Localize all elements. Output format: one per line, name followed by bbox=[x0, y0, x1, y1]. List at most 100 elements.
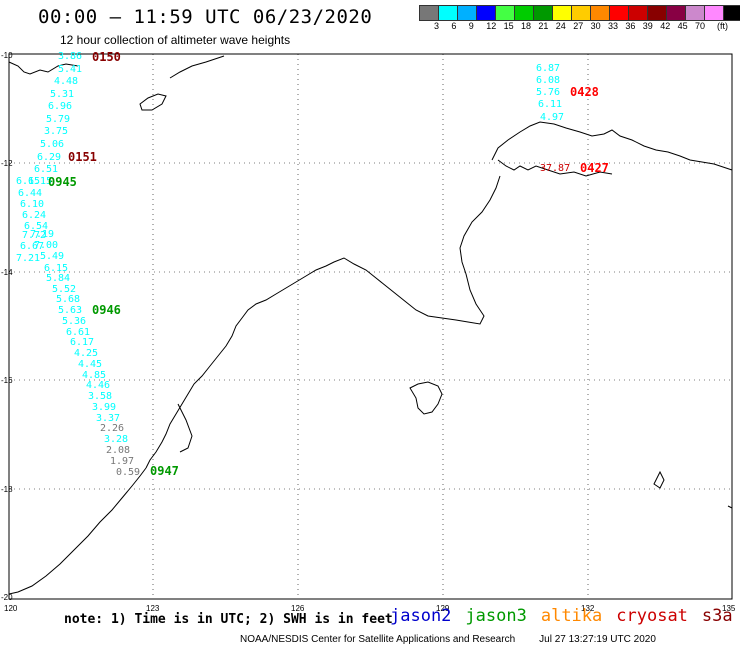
satellite-jason3: jason3 bbox=[465, 606, 527, 626]
legend-label: 39 bbox=[642, 21, 653, 31]
wave-height-value: 6.87 bbox=[536, 63, 560, 74]
wave-height-value: 5.84 bbox=[46, 273, 70, 284]
legend-label: 3 bbox=[434, 21, 440, 31]
lon-tick: 129 bbox=[436, 604, 450, 613]
wave-height-value: 3.58 bbox=[88, 391, 112, 402]
pass-time-labels: 0150 0151 0945 0946 0947 0428 0427 bbox=[48, 50, 609, 478]
wave-height-value: 6.44 bbox=[18, 188, 42, 199]
wave-height-value: 2.08 bbox=[106, 445, 130, 456]
legend-label: 45 bbox=[677, 21, 688, 31]
legend-swatch bbox=[723, 5, 740, 21]
pass-time-label: 0428 bbox=[570, 85, 599, 99]
pass-time-label: 0151 bbox=[68, 150, 97, 164]
pass-time-label: 0946 bbox=[92, 303, 121, 317]
wave-height-value: 7.00 bbox=[34, 240, 58, 251]
wave-height-value: 6.10 bbox=[20, 199, 44, 210]
wave-height-value: 5.76 bbox=[536, 87, 560, 98]
wave-height-value: 6.11 bbox=[538, 99, 562, 110]
footer: NOAA/NESDIS Center for Satellite Applica… bbox=[240, 634, 656, 645]
note-text: note: 1) Time is in UTC; 2) SWH is in fe… bbox=[64, 612, 393, 627]
legend-label: 6 bbox=[451, 21, 457, 31]
graticule bbox=[9, 54, 732, 599]
wave-height-samples: 3.86 5.414.48 5.316.96 5.793.75 5.06 6.296.51… bbox=[16, 51, 570, 478]
wave-height-value: 6.15 bbox=[28, 176, 52, 187]
satellite-cryosat: cryosat bbox=[616, 606, 688, 626]
wave-height-value: 4.97 bbox=[540, 112, 564, 123]
legend-label: 15 bbox=[503, 21, 514, 31]
wave-height-value: 5.06 bbox=[40, 139, 64, 150]
wave-height-value: 4.48 bbox=[54, 76, 78, 87]
footer-date: Jul 27 13:27:19 UTC 2020 bbox=[539, 634, 656, 645]
wave-height-value: 5.68 bbox=[56, 294, 80, 305]
pass-time-label: 0427 bbox=[580, 161, 609, 175]
wave-height-value: 37.87 bbox=[540, 163, 570, 174]
wave-height-value: 7.21 bbox=[16, 253, 40, 264]
color-legend bbox=[419, 5, 740, 21]
legend-label: 30 bbox=[590, 21, 601, 31]
lat-tick: -10 bbox=[1, 51, 13, 60]
wave-height-value: 4.85 bbox=[82, 370, 106, 381]
wave-height-value: 5.63 bbox=[58, 305, 82, 316]
wave-height-value: 1.97 bbox=[110, 456, 134, 467]
wave-height-value: 7.19 bbox=[30, 229, 54, 240]
wave-height-value: 6.54 bbox=[24, 221, 48, 232]
satellite-jason2: jason2 bbox=[390, 606, 452, 626]
wave-height-value: 3.75 bbox=[44, 126, 68, 137]
lat-tick: -12 bbox=[1, 159, 13, 168]
legend-label: 36 bbox=[625, 21, 636, 31]
map-frame bbox=[8, 53, 733, 600]
wave-height-value: 5.31 bbox=[50, 89, 74, 100]
wave-height-value: 4.25 bbox=[74, 348, 98, 359]
wave-height-value: 5.49 bbox=[40, 251, 64, 262]
wave-height-value: 2.26 bbox=[100, 423, 124, 434]
pass-time-label: 0150 bbox=[92, 50, 121, 64]
satellite-altika: altika bbox=[540, 606, 603, 626]
wave-height-value: 7.72 bbox=[22, 230, 46, 241]
lon-axis: 120 123 126 129 132 135 bbox=[4, 604, 736, 613]
wave-height-value: 3.86 bbox=[58, 51, 82, 62]
lon-tick: 123 bbox=[146, 604, 160, 613]
legend-label: 33 bbox=[608, 21, 619, 31]
wave-height-value: 6.08 bbox=[536, 75, 560, 86]
wave-height-value: 6.24 bbox=[22, 210, 46, 221]
page-subtitle: 12 hour collection of altimeter wave hei… bbox=[60, 33, 291, 47]
legend-label: 18 bbox=[521, 21, 532, 31]
lat-tick: -14 bbox=[1, 268, 13, 277]
legend-label: 24 bbox=[555, 21, 566, 31]
wave-height-value: 5.79 bbox=[46, 114, 70, 125]
pass-time-label: 0945 bbox=[48, 175, 77, 189]
legend-label: 42 bbox=[660, 21, 671, 31]
satellite-legend: jason2 jason3 altika cryosat s3a bbox=[390, 606, 740, 626]
wave-height-value: 4.45 bbox=[78, 359, 102, 370]
wave-height-value: 6.17 bbox=[70, 337, 94, 348]
legend-units: (ft) bbox=[717, 21, 728, 31]
wave-height-value: 0.59 bbox=[116, 467, 140, 478]
wave-height-value: 5.41 bbox=[58, 64, 82, 75]
page-title: 00:00 — 11:59 UTC 06/23/2020 bbox=[38, 6, 373, 28]
lon-tick: 132 bbox=[581, 604, 595, 613]
coastline bbox=[8, 55, 733, 595]
legend-labels: 3 6 9 12 15 18 21 24 27 30 33 36 39 42 45 70 bbox=[420, 21, 740, 33]
lat-axis: -10 -12 -14 -16 -18 -20 bbox=[1, 51, 13, 602]
legend-label: 12 bbox=[486, 21, 497, 31]
wave-height-value: 3.37 bbox=[96, 413, 120, 424]
satellite-s3a: s3a bbox=[701, 606, 733, 626]
footer-org: NOAA/NESDIS Center for Satellite Applica… bbox=[240, 634, 516, 645]
lat-tick: -16 bbox=[1, 376, 13, 385]
wave-height-value: 6.67 bbox=[20, 241, 44, 252]
wave-height-value: 4.46 bbox=[86, 380, 110, 391]
wave-height-value: 6.96 bbox=[48, 101, 72, 112]
pass-time-label: 0947 bbox=[150, 464, 179, 478]
wave-height-value: 6.51 bbox=[34, 164, 58, 175]
legend-label: 9 bbox=[468, 21, 474, 31]
wave-height-value: 6.29 bbox=[37, 152, 61, 163]
lat-tick: -20 bbox=[1, 593, 13, 602]
wave-height-value: 6.15 bbox=[44, 263, 68, 274]
wave-height-value: 6.61 bbox=[66, 327, 90, 338]
lon-tick: 126 bbox=[291, 604, 305, 613]
lat-tick: -18 bbox=[1, 485, 13, 494]
legend-label: 21 bbox=[538, 21, 549, 31]
wave-height-value: 6.15 bbox=[16, 176, 40, 187]
legend-label: 70 bbox=[695, 21, 706, 31]
